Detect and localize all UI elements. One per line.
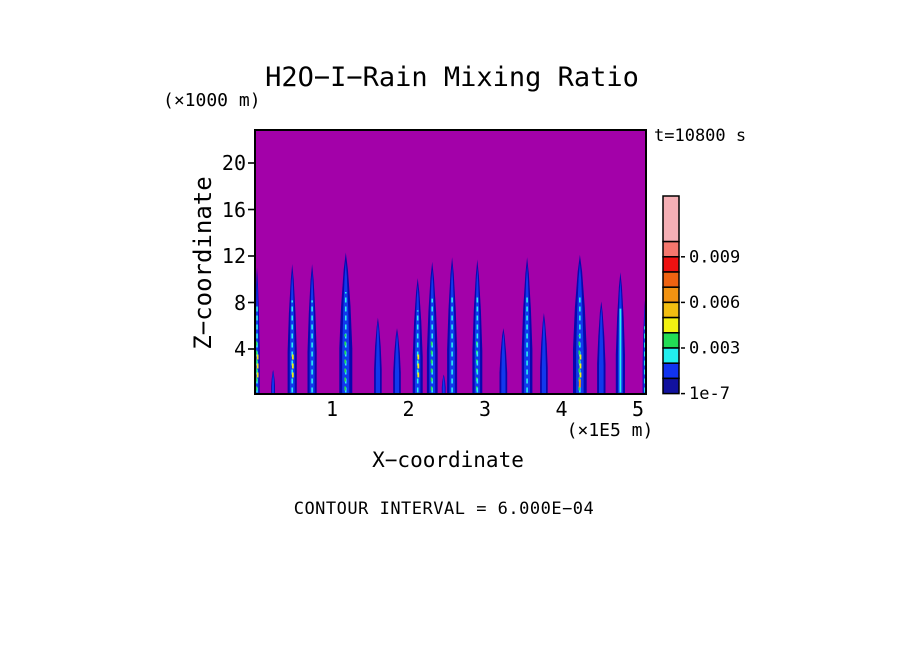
y-tick-label: 20 <box>221 151 246 175</box>
rain-plume <box>393 328 401 394</box>
colorbar-segment <box>662 316 680 334</box>
x-axis-unit-label: (×1E5 m) <box>566 420 654 441</box>
x-tick-label: 2 <box>402 397 415 421</box>
colorbar: 0.009 0.006 0.003 1e-7 <box>662 195 740 404</box>
rain-plume <box>521 257 533 394</box>
y-tick-label: 16 <box>221 197 246 222</box>
y-tick-label: 4 <box>233 337 246 361</box>
rain-plume <box>441 374 446 394</box>
y-axis-unit-label: (×1000 m) <box>163 90 261 111</box>
colorbar-segment <box>662 195 680 243</box>
colorbar-segment <box>662 301 680 319</box>
contour-plot <box>248 129 647 395</box>
colorbar-segment <box>662 271 680 288</box>
contour-interval-note: CONTOUR INTERVAL = 6.000E−04 <box>293 499 595 519</box>
rain-plume <box>412 278 423 394</box>
rain-plume <box>540 313 548 394</box>
colorbar-segment <box>662 256 680 273</box>
rain-plume <box>271 369 275 394</box>
colorbar-segment <box>662 362 680 380</box>
colorbar-segment <box>662 286 680 304</box>
rain-plume <box>615 272 625 394</box>
rain-plume <box>499 328 508 394</box>
y-tick-label: 8 <box>233 290 246 315</box>
time-annotation: t=10800 s <box>654 126 747 146</box>
colorbar-label: 0.003 <box>689 339 740 359</box>
rain-plume <box>597 301 606 394</box>
x-tick-label: 3 <box>478 397 492 421</box>
colorbar-label: 0.009 <box>689 247 740 267</box>
chart-title: H2O−I−Rain Mixing Ratio <box>265 62 639 93</box>
rain-plume <box>472 259 483 394</box>
plot-frame <box>254 129 647 395</box>
rain-plume <box>287 264 297 394</box>
rain-plume <box>307 264 317 394</box>
x-axis-title: X−coordinate <box>372 448 524 472</box>
rain-plume <box>339 252 353 394</box>
x-tick-label: 4 <box>555 397 568 421</box>
rain-plume <box>426 261 438 394</box>
colorbar-segment <box>662 240 680 258</box>
rain-plume <box>573 254 587 394</box>
x-tick-label: 1 <box>325 397 339 421</box>
colorbar-label: 0.006 <box>689 293 740 313</box>
y-tick-label: 12 <box>221 244 246 268</box>
rain-plume <box>447 257 458 394</box>
x-tick-label: 5 <box>631 397 645 421</box>
rain-plumes <box>255 252 646 394</box>
colorbar-segment <box>662 347 680 364</box>
rain-plume <box>255 267 260 394</box>
rain-plume <box>374 317 382 394</box>
colorbar-segment <box>662 332 680 349</box>
colorbar-segment <box>662 377 680 395</box>
colorbar-label: 1e-7 <box>689 384 730 404</box>
